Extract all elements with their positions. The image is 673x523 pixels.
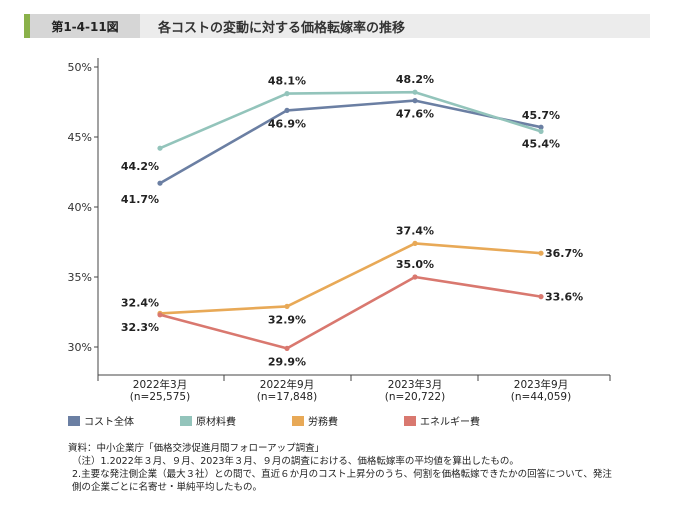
data-point xyxy=(412,274,418,280)
data-point xyxy=(538,294,544,300)
data-label: 32.9% xyxy=(268,313,306,326)
data-label: 47.6% xyxy=(396,108,434,121)
data-label: 46.9% xyxy=(268,117,306,130)
x-tick-sublabel: (n=20,722) xyxy=(385,391,445,403)
data-point xyxy=(412,98,418,104)
x-tick-label: 2023年3月 xyxy=(388,378,442,391)
figure-title: 各コストの変動に対する価格転嫁率の推移 xyxy=(158,20,406,36)
x-tick-sublabel: (n=44,059) xyxy=(511,391,571,403)
legend-swatch xyxy=(68,415,80,426)
data-point xyxy=(412,240,418,246)
data-label: 32.3% xyxy=(121,321,159,334)
x-tick-label: 2023年9月 xyxy=(514,378,568,391)
data-point xyxy=(538,250,544,256)
legend-swatch xyxy=(180,415,192,426)
legend-item: コスト全体 xyxy=(68,413,180,428)
data-point xyxy=(538,124,544,130)
data-label: 45.7% xyxy=(522,109,560,122)
data-point xyxy=(284,303,290,309)
legend-label: 労務費 xyxy=(308,417,338,428)
data-label: 48.2% xyxy=(396,73,434,86)
series-line xyxy=(159,99,542,185)
data-point xyxy=(284,345,290,351)
data-point xyxy=(284,91,290,97)
x-tick-label: 2022年3月 xyxy=(133,378,187,391)
legend-label: コスト全体 xyxy=(84,417,134,428)
data-point xyxy=(538,128,544,134)
source-notes: 資料：中小企業庁「価格交渉促進月間フォローアップ調査」 （注）1.2022年３月… xyxy=(68,442,612,494)
x-tick-label: 2022年9月 xyxy=(260,378,314,391)
data-label: 41.7% xyxy=(121,193,159,206)
data-label: 29.9% xyxy=(268,355,306,368)
data-point xyxy=(157,145,163,151)
legend-swatch xyxy=(292,415,304,426)
data-label: 37.4% xyxy=(396,224,434,237)
y-tick-label: 30% xyxy=(68,341,92,354)
data-point xyxy=(157,180,163,186)
legend-item: エネルギー費 xyxy=(404,413,516,428)
data-label: 48.1% xyxy=(268,75,306,88)
data-point xyxy=(412,89,418,95)
y-tick-label: 35% xyxy=(68,271,92,284)
data-label: 36.7% xyxy=(545,247,583,260)
x-tick-sublabel: (n=17,848) xyxy=(257,391,317,403)
header-accent-bar xyxy=(24,14,30,38)
y-tick-label: 40% xyxy=(68,201,92,214)
line-chart: 30%35%40%45%50%2022年3月(n=25,575)2022年9月(… xyxy=(68,58,611,403)
legend-label: 原材料費 xyxy=(196,417,236,428)
source-line: 資料：中小企業庁「価格交渉促進月間フォローアップ調査」 xyxy=(68,443,325,454)
data-label: 44.2% xyxy=(121,160,159,173)
series-line xyxy=(159,90,542,150)
legend-swatch xyxy=(404,415,416,426)
data-label: 33.6% xyxy=(545,291,583,304)
data-point xyxy=(157,312,163,318)
y-tick-label: 50% xyxy=(68,61,92,74)
figure-header: 第1-4-11図 各コストの変動に対する価格転嫁率の推移 xyxy=(24,14,650,38)
note-line: 側の企業ごとに名寄せ・単純平均したもの。 xyxy=(72,482,263,493)
legend-item: 労務費 xyxy=(292,413,404,428)
y-tick-label: 45% xyxy=(68,131,92,144)
x-tick-sublabel: (n=25,575) xyxy=(130,391,190,403)
series-line xyxy=(159,275,542,350)
data-label: 32.4% xyxy=(121,296,159,309)
data-label: 45.4% xyxy=(522,137,560,150)
series-line xyxy=(159,242,542,315)
data-point xyxy=(284,107,290,113)
figure-number: 第1-4-11図 xyxy=(30,14,140,38)
legend-item: 原材料費 xyxy=(180,413,292,428)
note-line: 2.主要な発注側企業（最大３社）との間で、直近６か月のコスト上昇分のうち、何割を… xyxy=(72,469,612,480)
chart-legend: コスト全体 原材料費 労務費 エネルギー費 xyxy=(68,413,516,428)
note-line: （注）1.2022年３月、９月、2023年３月、９月の調査における、価格転嫁率の… xyxy=(72,456,519,467)
data-label: 35.0% xyxy=(396,258,434,271)
legend-label: エネルギー費 xyxy=(420,417,480,428)
